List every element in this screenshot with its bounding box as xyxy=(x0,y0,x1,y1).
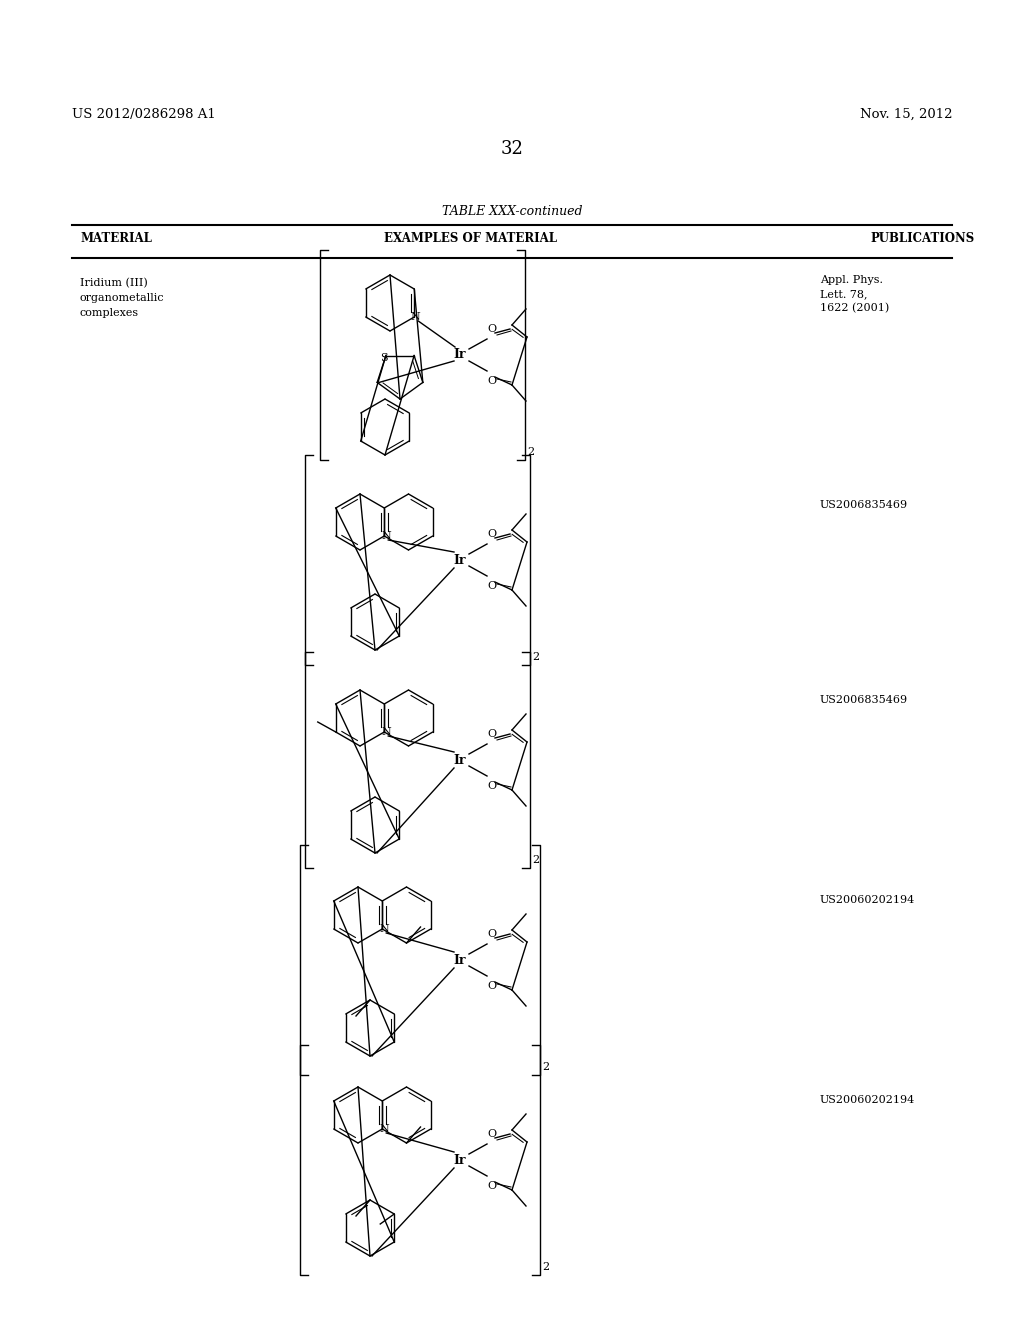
Text: 2: 2 xyxy=(527,447,535,457)
Text: Ir: Ir xyxy=(454,754,466,767)
Text: 2: 2 xyxy=(542,1262,549,1272)
Text: Ir: Ir xyxy=(454,553,466,566)
Text: S: S xyxy=(380,352,388,363)
Text: O: O xyxy=(487,929,497,939)
Text: N: N xyxy=(379,924,389,935)
Text: Ir: Ir xyxy=(454,1154,466,1167)
Text: O: O xyxy=(487,1181,497,1191)
Text: O: O xyxy=(487,1129,497,1139)
Text: O: O xyxy=(487,376,497,385)
Text: N: N xyxy=(379,1125,389,1134)
Text: Iridium (III)
organometallic
complexes: Iridium (III) organometallic complexes xyxy=(80,279,165,318)
Text: O: O xyxy=(487,581,497,591)
Text: O: O xyxy=(487,781,497,791)
Text: TABLE XXX-continued: TABLE XXX-continued xyxy=(441,205,583,218)
Text: N: N xyxy=(411,312,420,322)
Text: US2006835469: US2006835469 xyxy=(820,696,908,705)
Text: O: O xyxy=(487,729,497,739)
Text: US20060202194: US20060202194 xyxy=(820,895,915,906)
Text: O: O xyxy=(487,981,497,991)
Text: US 2012/0286298 A1: US 2012/0286298 A1 xyxy=(72,108,216,121)
Text: O: O xyxy=(487,323,497,334)
Text: O: O xyxy=(487,529,497,539)
Text: PUBLICATIONS: PUBLICATIONS xyxy=(870,231,974,244)
Text: Ir: Ir xyxy=(454,348,466,362)
Text: 2: 2 xyxy=(532,855,539,865)
Text: US20060202194: US20060202194 xyxy=(820,1096,915,1105)
Text: EXAMPLES OF MATERIAL: EXAMPLES OF MATERIAL xyxy=(384,231,556,244)
Text: Ir: Ir xyxy=(454,953,466,966)
Text: N: N xyxy=(381,531,391,541)
Text: US2006835469: US2006835469 xyxy=(820,500,908,510)
Text: 32: 32 xyxy=(501,140,523,158)
Text: Appl. Phys.
Lett. 78,
1622 (2001): Appl. Phys. Lett. 78, 1622 (2001) xyxy=(820,275,889,313)
Text: 2: 2 xyxy=(542,1063,549,1072)
Text: MATERIAL: MATERIAL xyxy=(80,231,152,244)
Text: N: N xyxy=(381,727,391,737)
Text: Nov. 15, 2012: Nov. 15, 2012 xyxy=(859,108,952,121)
Text: 2: 2 xyxy=(532,652,539,663)
